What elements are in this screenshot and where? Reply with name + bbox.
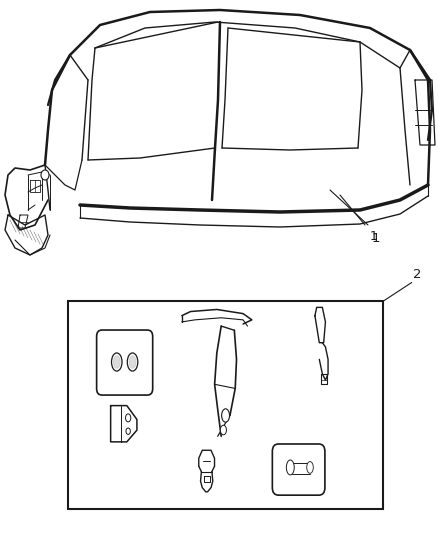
Text: 1: 1: [372, 232, 381, 245]
Ellipse shape: [222, 409, 230, 422]
Ellipse shape: [307, 462, 313, 473]
Text: 1: 1: [370, 230, 378, 243]
Ellipse shape: [113, 356, 120, 368]
FancyBboxPatch shape: [272, 444, 325, 495]
FancyBboxPatch shape: [97, 330, 153, 395]
Ellipse shape: [126, 414, 131, 422]
Ellipse shape: [129, 356, 136, 368]
Ellipse shape: [286, 460, 294, 475]
Text: 2: 2: [413, 268, 421, 281]
Ellipse shape: [220, 425, 226, 435]
Ellipse shape: [41, 170, 49, 180]
Ellipse shape: [126, 428, 131, 434]
Ellipse shape: [127, 353, 138, 371]
Bar: [68, 301, 383, 509]
Ellipse shape: [112, 353, 122, 371]
